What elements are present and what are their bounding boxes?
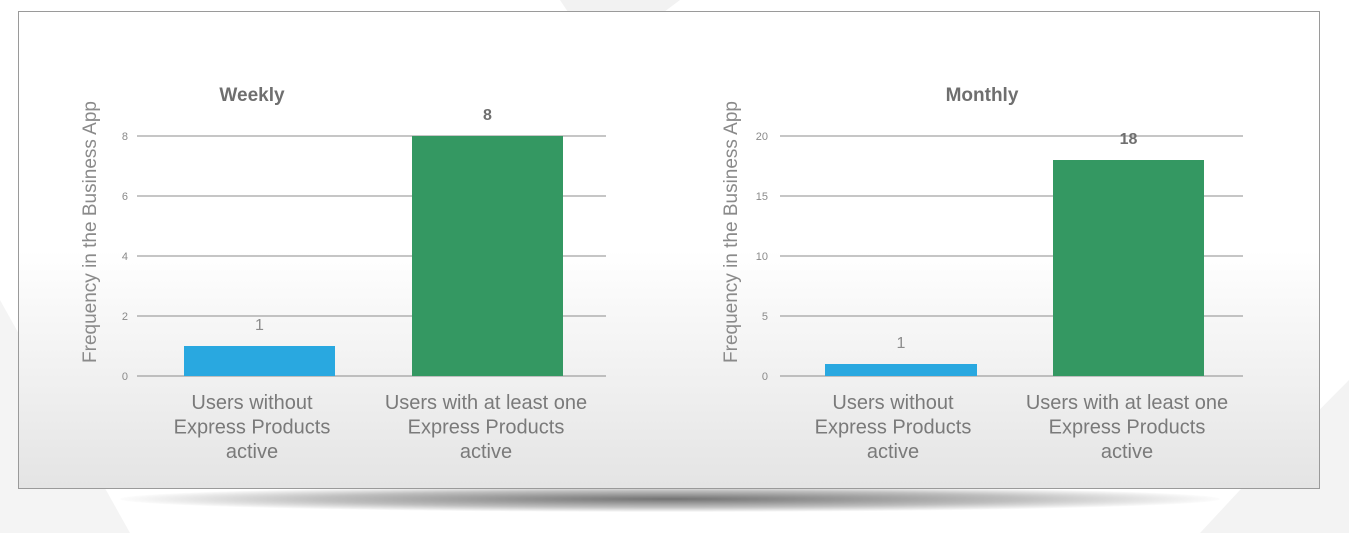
panel-shadow [120, 486, 1220, 512]
y-tick-label-monthly-2: 10 [756, 251, 768, 263]
y-tick-label-weekly-1: 2 [122, 311, 128, 323]
bars-weekly [184, 136, 563, 376]
data-label-monthly-0: 1 [897, 335, 906, 352]
y-ticks-weekly: 0 2 4 6 8 [122, 131, 128, 383]
category-label-monthly-0: Users without Express Products active [815, 392, 972, 463]
category-labels-monthly: Users without Express Products active Users… [815, 392, 1229, 463]
data-label-weekly-0: 1 [255, 317, 264, 334]
chart-weekly: Frequency in the Business App Weekly 0 2 4… [80, 85, 606, 463]
bar-monthly-0 [825, 364, 977, 376]
y-tick-label-monthly-0: 0 [762, 371, 768, 383]
category-label-weekly-1: Users with at least one Express Products a… [385, 392, 587, 463]
y-tick-label-weekly-0: 0 [122, 371, 128, 383]
y-tick-label-weekly-2: 4 [122, 251, 128, 263]
y-tick-label-monthly-4: 20 [756, 131, 768, 143]
y-tick-label-monthly-1: 5 [762, 311, 768, 323]
y-ticks-monthly: 0 5 10 15 20 [756, 131, 768, 383]
category-labels-weekly: Users without Express Products active Users… [174, 392, 588, 463]
chart-monthly: Frequency in the Business App Monthly 0 5… [721, 85, 1243, 463]
y-tick-label-weekly-3: 6 [122, 191, 128, 203]
y-axis-label-weekly: Frequency in the Business App [80, 101, 101, 363]
bars-monthly [825, 160, 1204, 376]
category-label-weekly-0: Users without Express Products active [174, 392, 331, 463]
chart-title-weekly: Weekly [219, 85, 285, 106]
chart-title-monthly: Monthly [946, 85, 1019, 106]
bar-weekly-1 [412, 136, 563, 376]
y-tick-label-weekly-4: 8 [122, 131, 128, 143]
data-label-monthly-1: 18 [1120, 131, 1138, 148]
data-labels-monthly: 1 18 [897, 131, 1138, 352]
y-axis-label-monthly: Frequency in the Business App [721, 101, 742, 363]
bar-weekly-0 [184, 346, 335, 376]
bar-monthly-1 [1053, 160, 1204, 376]
data-labels-weekly: 18 [255, 107, 492, 334]
data-label-weekly-1: 8 [483, 107, 492, 124]
y-tick-label-monthly-3: 15 [756, 191, 768, 203]
category-label-monthly-1: Users with at least one Express Products a… [1026, 392, 1228, 463]
